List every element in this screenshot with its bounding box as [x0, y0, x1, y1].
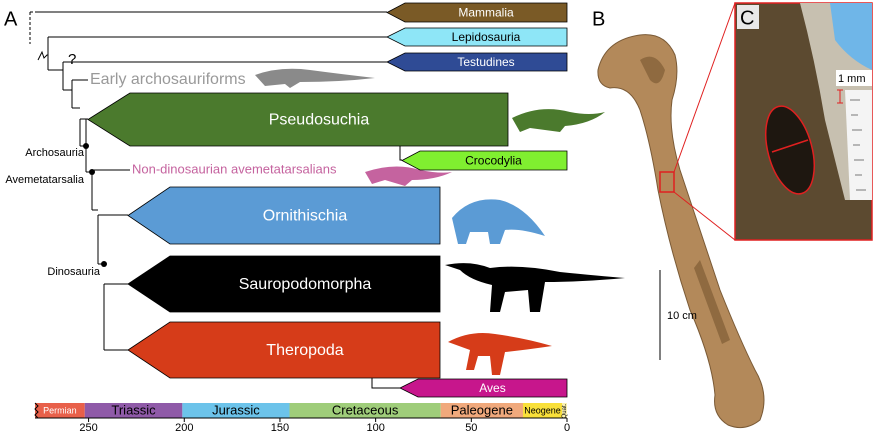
- period-label: Permian: [43, 405, 77, 415]
- clade-label: Lepidosauria: [452, 30, 521, 44]
- clade-label: Early archosauriforms: [90, 71, 246, 88]
- panel-label-bg: [737, 5, 759, 29]
- period-bar: [182, 403, 290, 418]
- scale-label: 10 cm: [667, 310, 697, 322]
- mm-bar: [837, 89, 843, 104]
- clade-label: Theropoda: [266, 342, 343, 359]
- period-label: Neogene: [524, 405, 561, 415]
- tick-label: 0: [564, 422, 570, 434]
- period-label: Paleogene: [451, 402, 513, 417]
- panel-label: C: [740, 7, 754, 29]
- tick-label: 50: [465, 422, 477, 434]
- mm-label-bg: [836, 70, 872, 86]
- uncertain-mark: ?: [68, 51, 76, 68]
- clade-bar: [127, 321, 441, 379]
- clade-bar: [399, 378, 568, 398]
- inset-box: [659, 171, 675, 193]
- measure-line: [771, 139, 809, 153]
- clade-bar: [386, 27, 568, 47]
- period-bar: [289, 403, 441, 418]
- clade-label: Non-dinosaurian avemetatarsalians: [132, 161, 337, 176]
- clade-bar: [401, 150, 568, 171]
- break-mark: [34, 402, 39, 419]
- node-label: Avemetatarsalia: [5, 174, 85, 186]
- panel-label: B: [592, 8, 605, 30]
- clade-label: Crocodylia: [465, 154, 522, 168]
- period-label: Jurassic: [212, 402, 260, 417]
- tick-label: 100: [366, 422, 384, 434]
- period-label: Quat.: [562, 403, 568, 418]
- tick-label: 250: [79, 422, 97, 434]
- ruler-ticks: [850, 99, 866, 191]
- clade-label: Aves: [479, 381, 505, 395]
- period-label: Triassic: [111, 402, 156, 417]
- tick-label: 200: [175, 422, 193, 434]
- clade-bar: [87, 92, 509, 147]
- timescale: Permian Triassic Jurassic Cretaceous Paleoge…: [34, 402, 570, 434]
- clade-bar: [386, 2, 568, 23]
- blue-area: [830, 3, 872, 70]
- panel-label: A: [4, 8, 18, 30]
- clade-bar: [127, 186, 441, 245]
- period-bar: [84, 403, 183, 418]
- period-label: Cretaceous: [332, 402, 399, 417]
- inset-lines: [673, 2, 736, 241]
- foramen: [765, 105, 815, 195]
- period-bar: [440, 403, 523, 418]
- tick-label: 150: [271, 422, 289, 434]
- node-label: Archosauria: [25, 147, 85, 159]
- clade-label: Ornithischia: [263, 208, 348, 225]
- taxa: Mammalia Lepidosauria Testudines Early arch…: [87, 2, 568, 398]
- period-bar: [562, 403, 567, 418]
- silhouettes: [255, 68, 625, 375]
- clade-label: Testudines: [457, 55, 514, 69]
- inset-scale-label: 1 mm: [838, 73, 866, 85]
- node-label: Dinosauria: [47, 266, 100, 278]
- node-dots: [83, 143, 107, 267]
- clade-label: Sauropodomorpha: [239, 276, 372, 293]
- period-bar: [522, 403, 563, 418]
- clade-bar: [127, 255, 441, 313]
- period-bar: [35, 403, 85, 418]
- clade-label: Pseudosuchia: [269, 112, 370, 129]
- clade-bar: [386, 52, 568, 72]
- clade-label: Mammalia: [458, 6, 514, 20]
